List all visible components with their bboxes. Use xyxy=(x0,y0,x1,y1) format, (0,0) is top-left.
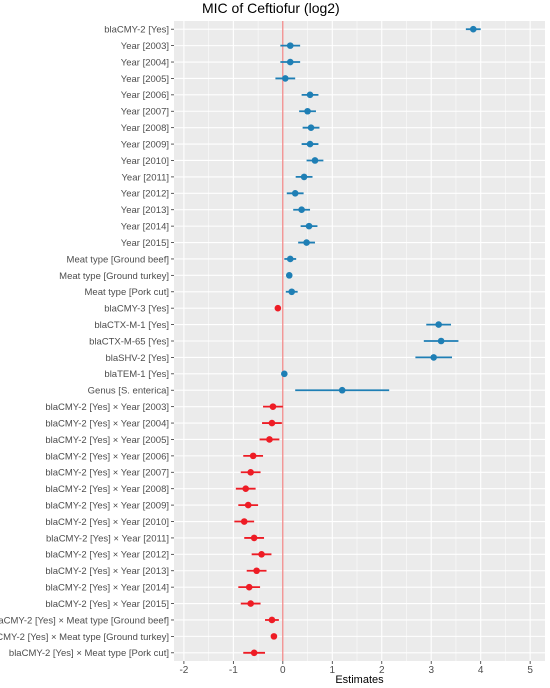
estimate-point xyxy=(247,468,254,476)
term-label: blaCMY-2 [Yes] × Year [2004] xyxy=(45,418,169,429)
estimate-point xyxy=(298,206,305,214)
term-label: blaCMY-2 [Yes] × Year [2010] xyxy=(45,517,169,528)
estimate-point xyxy=(469,25,477,33)
estimate-point xyxy=(258,551,265,558)
term-label: blaCMY-2 [Yes] × Year [2012] xyxy=(45,550,169,561)
estimate-point xyxy=(249,452,257,460)
term-label: blaCMY-2 [Yes] × Year [2007] xyxy=(45,468,169,479)
term-label: Year [2004] xyxy=(121,57,169,68)
estimate-point xyxy=(430,354,438,361)
estimate-point xyxy=(291,190,299,197)
estimate-point xyxy=(269,403,277,410)
term-label: blaCMY-2 [Yes] xyxy=(104,25,169,36)
term-label: blaCMY-2 [Yes] × Meat type [Ground beef] xyxy=(0,615,169,626)
estimate-point xyxy=(305,222,313,230)
term-label: Year [2014] xyxy=(121,222,169,233)
term-label: Year [2015] xyxy=(121,238,169,249)
estimate-point xyxy=(242,485,250,492)
estimate-point xyxy=(244,501,252,509)
term-label: blaSHV-2 [Yes] xyxy=(105,353,169,364)
term-label: Meat type [Pork cut] xyxy=(85,287,169,298)
estimate-point xyxy=(268,616,276,624)
x-tick-label: -1 xyxy=(229,665,238,676)
x-tick-label: 1 xyxy=(330,665,336,676)
term-labels: blaCMY-2 [Yes] Year [2003] Year [2004] Year… xyxy=(0,25,174,659)
estimate-point xyxy=(437,337,445,345)
term-label: Year [2007] xyxy=(121,107,169,118)
estimate-point xyxy=(307,124,315,131)
term-label: blaCMY-2 [Yes] × Year [2013] xyxy=(45,566,169,577)
term-label: Year [2005] xyxy=(121,74,169,85)
estimate-point xyxy=(306,140,314,148)
term-label: Year [2010] xyxy=(121,156,169,167)
term-label: Meat type [Ground turkey] xyxy=(59,271,169,282)
term-label: Meat type [Ground beef] xyxy=(67,254,169,265)
estimate-point xyxy=(245,583,253,591)
term-label: Year [2006] xyxy=(121,90,169,101)
estimate-point xyxy=(253,567,260,575)
term-label: Year [2008] xyxy=(121,123,169,134)
estimate-point xyxy=(288,288,296,296)
estimate-point xyxy=(250,649,258,657)
estimate-point xyxy=(304,107,311,115)
estimate-marks xyxy=(234,25,481,657)
estimate-point xyxy=(266,436,273,443)
estimate-point xyxy=(247,600,254,607)
term-label: blaCMY-2 [Yes] × Year [2006] xyxy=(45,451,169,462)
term-label: Year [2003] xyxy=(121,41,169,52)
term-label: Year [2011] xyxy=(121,172,169,183)
term-label: blaCMY-2 [Yes] × Year [2005] xyxy=(45,435,169,446)
estimate-point xyxy=(300,173,308,181)
term-label: blaCTX-M-65 [Yes] xyxy=(89,336,169,347)
term-label: Year [2012] xyxy=(121,189,169,200)
term-label: Genus [S. enterica] xyxy=(88,386,169,397)
estimate-point xyxy=(286,42,294,49)
x-tick-label: 0 xyxy=(280,665,286,676)
estimate-point xyxy=(270,633,278,640)
estimate-point xyxy=(286,255,294,263)
estimate-point xyxy=(268,419,276,427)
estimate-point xyxy=(435,321,442,328)
estimate-point xyxy=(281,370,288,378)
x-tick-label: -2 xyxy=(179,665,188,676)
x-tick-label: 5 xyxy=(527,665,533,676)
term-label: blaCMY-2 [Yes] × Year [2014] xyxy=(45,583,169,594)
term-label: Year [2009] xyxy=(121,139,169,150)
term-label: blaCMY-2 [Yes] × Meat type [Pork cut] xyxy=(9,648,169,659)
chart-title: MIC of Ceftiofur (log2) xyxy=(202,0,340,16)
estimate-point xyxy=(240,518,248,525)
x-tick-label: 3 xyxy=(428,665,434,676)
x-axis-ticks: -2 -1 0 1 2 3 4 5 xyxy=(179,661,533,676)
estimate-point xyxy=(303,239,310,246)
term-label: blaCMY-2 [Yes] × Year [2008] xyxy=(45,484,169,495)
estimate-point xyxy=(282,75,289,82)
estimate-point xyxy=(250,534,258,542)
estimate-point xyxy=(306,91,314,99)
term-label: Year [2013] xyxy=(121,205,169,216)
term-label: blaCMY-2 [Yes] × Year [2015] xyxy=(45,599,169,610)
estimate-point xyxy=(311,157,319,164)
x-axis-label: Estimates xyxy=(335,674,384,686)
x-tick-label: 4 xyxy=(478,665,484,676)
estimate-point xyxy=(338,386,346,394)
term-label: blaCTX-M-1 [Yes] xyxy=(94,320,169,331)
term-label: blaTEM-1 [Yes] xyxy=(104,369,169,380)
term-label: blaCMY-2 [Yes] × Year [2011] xyxy=(46,533,169,544)
x-tick-label: 2 xyxy=(379,665,385,676)
term-label: blaCMY-2 [Yes] × Year [2003] xyxy=(45,402,169,413)
estimate-point xyxy=(274,304,282,312)
term-label: blaCMY-2 [Yes] × Meat type [Ground turke… xyxy=(0,632,169,643)
estimate-point xyxy=(285,272,293,279)
term-label: blaCMY-2 [Yes] × Year [2009] xyxy=(45,501,169,512)
term-label: blaCMY-3 [Yes] xyxy=(104,304,169,315)
estimate-point xyxy=(286,58,294,66)
